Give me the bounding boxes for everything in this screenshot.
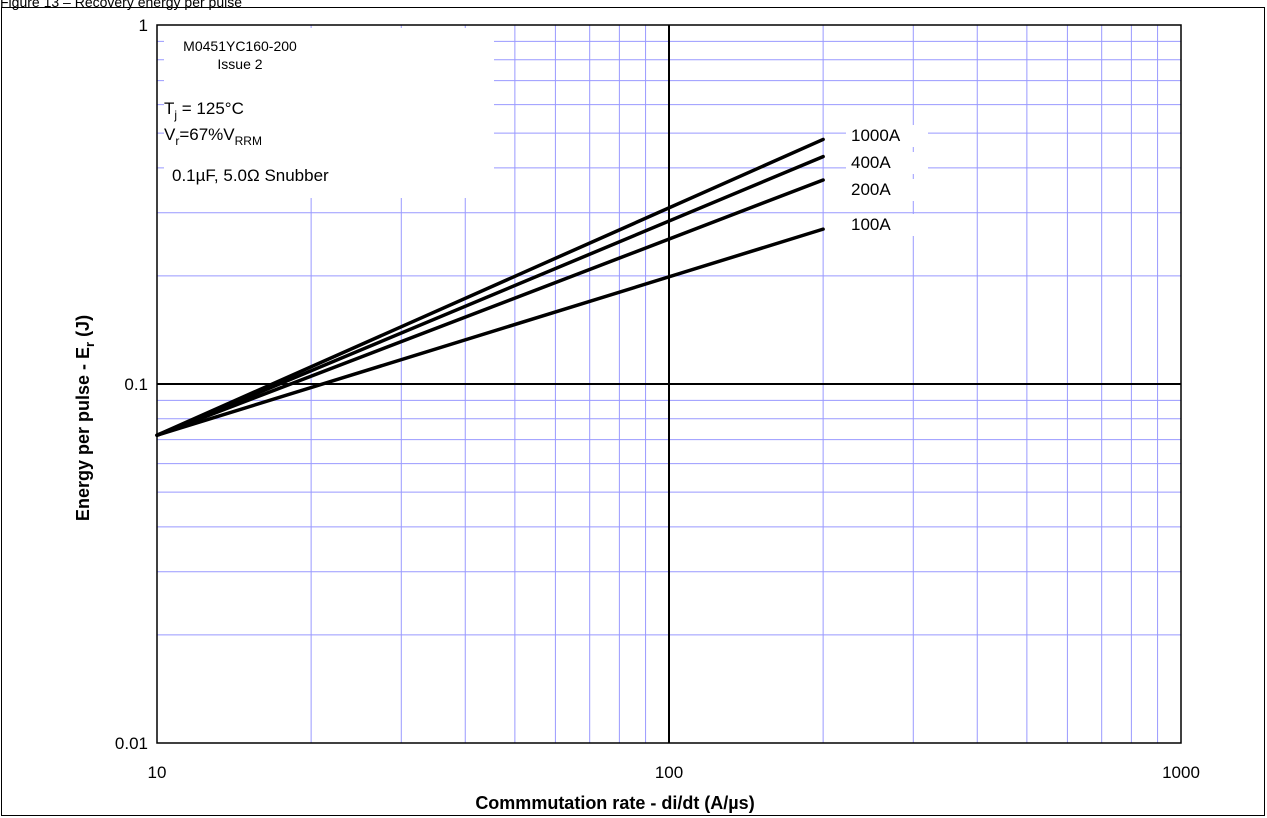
series-label-400A: 400A (846, 152, 928, 174)
x-tick-label: 1000 (1162, 763, 1200, 782)
series-label-text: 1000A (851, 126, 901, 145)
series-label-background (846, 125, 928, 147)
snubber-note: 0.1µF, 5.0Ω Snubber (172, 166, 329, 185)
series-label-1000A: 1000A (846, 125, 928, 147)
y-tick-labels: 0.01 0.1 1 (115, 16, 148, 753)
annotation-box (164, 28, 494, 198)
x-axis-title: Commmutation rate - di/dt (A/µs) (475, 793, 754, 813)
x-tick-label: 100 (655, 763, 683, 782)
x-tick-label: 10 (148, 763, 167, 782)
series-label-background (846, 214, 928, 236)
series-label-text: 400A (851, 153, 891, 172)
series-label-text: 200A (851, 180, 891, 199)
part-number: M0451YC160-200 (183, 38, 297, 54)
series-lines (155, 137, 825, 437)
series-label-background (846, 179, 928, 201)
y-tick-label: 0.1 (124, 375, 148, 394)
series-line-400A (155, 154, 825, 437)
series-line-200A (155, 178, 825, 437)
series-label-200A: 200A (846, 179, 928, 201)
plot-border (156, 24, 1182, 744)
series-labels: 1000A 400A 200A 100A (846, 125, 928, 236)
reverse-voltage-note: Vr=67%VRRM (164, 125, 262, 148)
series-line-1000A (155, 137, 825, 437)
junction-temperature-note: Tj = 125°C (164, 99, 244, 122)
chart-frame (1, 7, 1265, 816)
series-label-100A: 100A (846, 214, 928, 236)
figure-caption: Figure 13 – Recovery energy per pulse (0, 0, 243, 10)
x-tick-labels: 10 100 1000 (148, 763, 1200, 782)
y-tick-label: 0.01 (115, 734, 148, 753)
series-label-background (846, 152, 928, 174)
y-tick-label: 1 (139, 16, 148, 35)
series-line-100A (155, 227, 825, 437)
issue-label: Issue 2 (217, 56, 262, 72)
y-axis-title: Energy per pulse - Er (J) (73, 315, 97, 521)
series-label-text: 100A (851, 215, 891, 234)
